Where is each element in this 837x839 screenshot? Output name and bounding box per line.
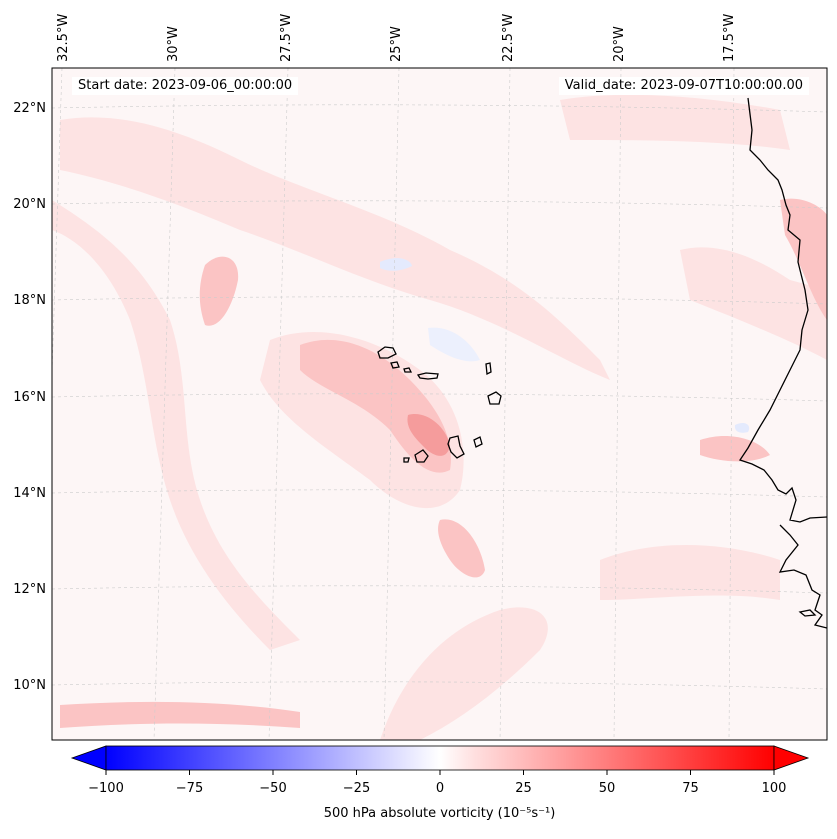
colorbar: −100 −75 −50 −25 0 25 50 75 100 — [70, 745, 810, 796]
light-vorticity-band — [52, 200, 300, 650]
medium-vorticity-area — [700, 435, 770, 462]
colorbar-title: 500 hPa absolute vorticity (10⁻⁵s⁻¹) — [323, 806, 556, 821]
santiago-island — [447, 435, 465, 459]
strong-vorticity-core — [407, 414, 450, 456]
start-date-label: Start date: 2023-09-06_00:00:00 — [72, 77, 299, 95]
light-vorticity-band — [60, 117, 610, 380]
lat-label: 14°N — [13, 486, 46, 501]
colorbar-tick-label: 0 — [436, 781, 444, 796]
santo-antao-island — [377, 346, 397, 359]
lon-label: 32.5°W — [56, 14, 71, 62]
negative-vorticity-patch — [428, 327, 480, 362]
africa-coastline — [798, 609, 817, 617]
sao-vicente-island — [390, 361, 400, 369]
coastline — [738, 97, 827, 629]
graticule — [52, 68, 827, 740]
colorbar-tick-label: −100 — [88, 781, 124, 796]
brava-island — [403, 457, 410, 463]
cape-verde-islands — [377, 346, 502, 463]
colorbar-extend-low — [70, 745, 107, 771]
medium-vorticity-area — [199, 256, 239, 326]
latitude-labels: 22°N 20°N 18°N 16°N 14°N 12°N 10°N — [13, 101, 46, 693]
lon-label: 17.5°W — [722, 14, 737, 62]
vorticity-field — [52, 94, 827, 740]
colorbar-bar — [105, 745, 775, 771]
light-vorticity-band — [600, 545, 780, 600]
light-vorticity-band — [560, 94, 790, 150]
lat-label: 22°N — [13, 101, 46, 116]
colorbar-tick-label: 100 — [762, 781, 787, 796]
fogo-island — [414, 449, 429, 463]
colorbar-extend-high — [773, 745, 810, 771]
negative-vorticity-patch — [734, 422, 750, 433]
africa-coastline — [778, 524, 827, 629]
colorbar-tick-label: 75 — [682, 781, 699, 796]
colorbar-tick-label: −75 — [176, 781, 203, 796]
maio-island — [473, 436, 483, 448]
sao-nicolau-island — [416, 372, 439, 380]
lat-label: 20°N — [13, 197, 46, 212]
light-vorticity-band — [60, 701, 300, 728]
colorbar-tick-label: −25 — [343, 781, 370, 796]
lat-label: 10°N — [13, 678, 46, 693]
light-vorticity-band — [680, 247, 827, 360]
boa-vista-island — [487, 391, 502, 405]
longitude-labels: 32.5°W 30°W 27.5°W 25°W 22.5°W 20°W 17.5… — [56, 14, 737, 62]
medium-vorticity-area — [300, 339, 451, 473]
medium-vorticity-area — [780, 198, 827, 320]
sal-island — [485, 362, 492, 376]
colorbar-tick-label: −50 — [259, 781, 286, 796]
santa-luzia-island — [403, 367, 413, 373]
light-vorticity-band — [380, 607, 548, 740]
colorbar-tick-label: 25 — [515, 781, 532, 796]
lon-label: 27.5°W — [279, 14, 294, 62]
lat-label: 12°N — [13, 582, 46, 597]
lat-label: 18°N — [13, 293, 46, 308]
medium-vorticity-area — [438, 519, 485, 578]
africa-coastline — [738, 97, 827, 523]
lon-label: 30°W — [166, 26, 181, 62]
map-frame — [51, 67, 828, 741]
lon-label: 25°W — [389, 26, 404, 62]
valid-date-label: Valid_date: 2023-09-07T10:00:00.00 — [558, 77, 809, 95]
colorbar-ticks: −100 −75 −50 −25 0 25 50 75 100 — [88, 770, 786, 796]
negative-vorticity-patch — [380, 258, 412, 271]
lon-label: 22.5°W — [501, 14, 516, 62]
colorbar-tick-label: 50 — [599, 781, 616, 796]
lat-label: 16°N — [13, 390, 46, 405]
lon-label: 20°W — [612, 26, 627, 62]
